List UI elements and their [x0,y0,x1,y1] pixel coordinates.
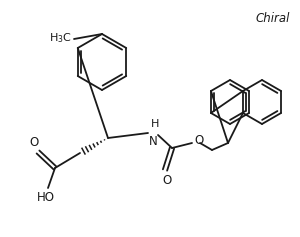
Text: H$_3$C: H$_3$C [49,31,72,45]
Text: H: H [151,119,159,129]
Text: Chiral: Chiral [256,12,290,25]
Text: O: O [194,135,203,147]
Text: N: N [149,135,158,148]
Text: O: O [29,136,39,149]
Text: HO: HO [37,191,55,204]
Text: O: O [162,174,172,187]
